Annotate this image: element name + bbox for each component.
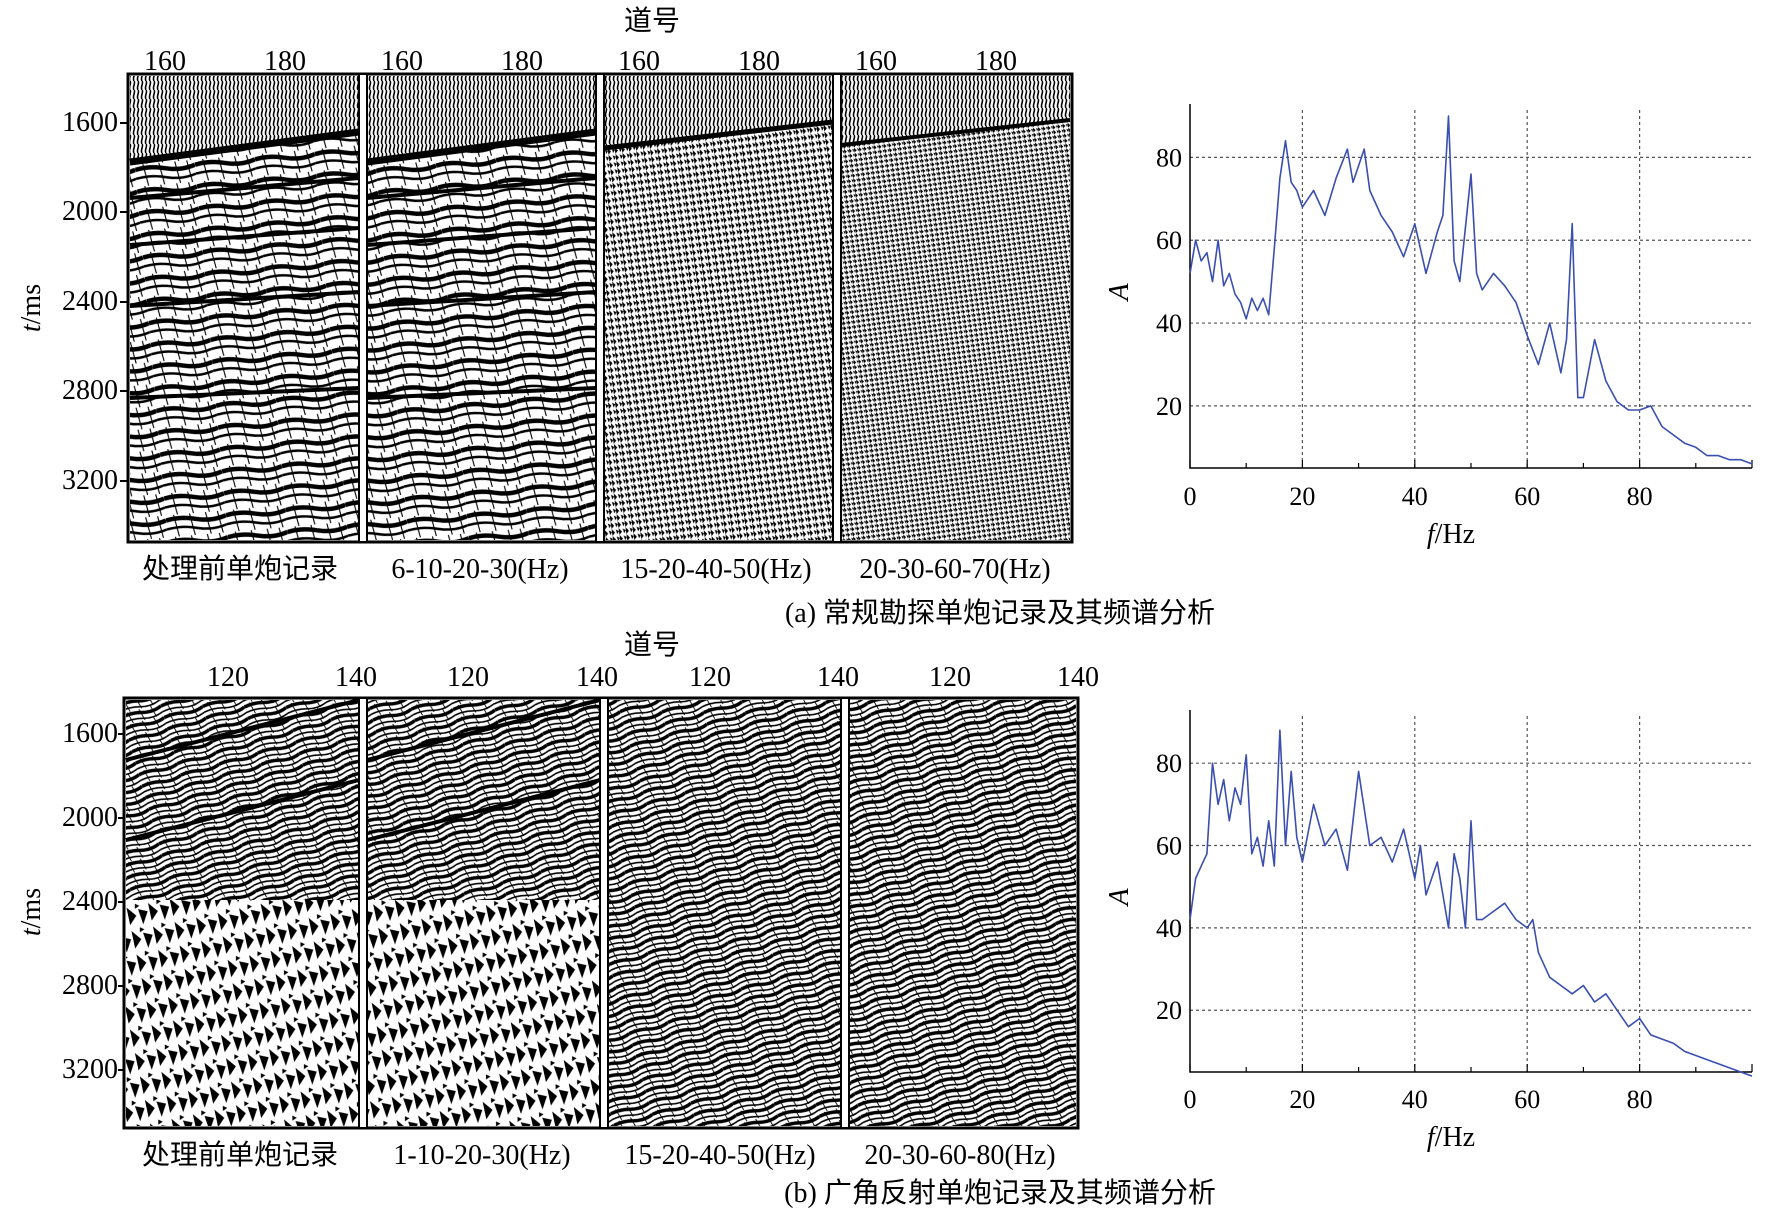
y-tick-label: 20 bbox=[1156, 996, 1182, 1025]
x-tick-label: 0 bbox=[1184, 482, 1197, 511]
y-tick-label: 80 bbox=[1156, 143, 1182, 172]
gather-a-filter-2 bbox=[603, 76, 834, 540]
gather-ytick: 1600 bbox=[62, 107, 118, 138]
y-tick-label: 60 bbox=[1156, 226, 1182, 255]
y-tick-label: 20 bbox=[1156, 392, 1182, 421]
gather-xtick: 140 bbox=[1057, 662, 1099, 693]
gather-ylabel-a: t/ms bbox=[16, 284, 47, 332]
panel-b-gathers bbox=[122, 696, 1080, 1130]
gather-xtick: 180 bbox=[975, 46, 1017, 77]
gather-a-filter-3 bbox=[840, 76, 1071, 540]
gather-sublabel: 6-10-20-30(Hz) bbox=[391, 554, 568, 585]
y-tick-label: 80 bbox=[1156, 749, 1182, 778]
gather-xtick: 180 bbox=[501, 46, 543, 77]
gather-ytick: 2000 bbox=[62, 802, 118, 833]
x-tick-label: 80 bbox=[1627, 482, 1653, 511]
gather-a-filter-1 bbox=[366, 76, 597, 540]
x-tick-label: 20 bbox=[1289, 482, 1315, 511]
gather-xtick: 140 bbox=[817, 662, 859, 693]
gather-a-raw bbox=[129, 76, 360, 540]
spectrum-series-line bbox=[1189, 115, 1753, 465]
caption-b: (b) 广角反射单炮记录及其频谱分析 bbox=[784, 1177, 1216, 1208]
gather-xtick: 160 bbox=[618, 46, 660, 77]
gather-b-filter-2 bbox=[608, 700, 841, 1126]
gather-ytick: 3200 bbox=[62, 465, 118, 496]
gather-sublabel: 处理前单炮记录 bbox=[142, 1139, 338, 1171]
gather-ytick: 2800 bbox=[62, 970, 118, 1001]
gather-ytick: 3200 bbox=[62, 1054, 118, 1085]
gather-xtick: 160 bbox=[381, 46, 423, 77]
gather-xtick: 120 bbox=[689, 662, 731, 693]
gather-ytick: 2800 bbox=[62, 375, 118, 406]
x-tick-label: 60 bbox=[1514, 482, 1540, 511]
spectrum-chart-b: 0 20 40 60 80 20 40 60 80 f/Hz A bbox=[1104, 710, 1753, 1153]
gather-xtick: 160 bbox=[144, 46, 186, 77]
gather-ytick: 2000 bbox=[62, 196, 118, 227]
y-tick-label: 60 bbox=[1156, 832, 1182, 861]
gather-xtick: 180 bbox=[738, 46, 780, 77]
panel-a-gathers bbox=[126, 72, 1074, 544]
axis-lines bbox=[1189, 710, 1752, 1073]
x-tick-label: 20 bbox=[1289, 1085, 1315, 1114]
gather-xlabel-b: 道号 bbox=[624, 629, 680, 661]
gather-sublabel: 15-20-40-50(Hz) bbox=[620, 554, 811, 585]
gather-xtick: 140 bbox=[335, 662, 377, 693]
gather-b-raw bbox=[125, 698, 360, 1126]
x-tick-label: 80 bbox=[1627, 1085, 1653, 1114]
gather-ylabel-b: t/ms bbox=[16, 888, 47, 936]
axis-lines bbox=[1189, 104, 1752, 469]
spectrum-series-line bbox=[1189, 729, 1753, 1077]
x-tick-label: 40 bbox=[1402, 1085, 1428, 1114]
caption-a: (a) 常规勘探单炮记录及其频谱分析 bbox=[785, 597, 1215, 629]
x-axis-label: f/Hz bbox=[1427, 519, 1475, 550]
gather-xtick: 120 bbox=[447, 662, 489, 693]
gather-xlabel-a: 道号 bbox=[624, 5, 680, 37]
gather-sublabel: 处理前单炮记录 bbox=[142, 553, 338, 585]
y-axis-label: A bbox=[1104, 283, 1135, 303]
gather-b-filter-1 bbox=[366, 698, 601, 1126]
x-tick-label: 60 bbox=[1514, 1085, 1540, 1114]
gather-ytick: 2400 bbox=[62, 886, 118, 917]
gather-xtick: 180 bbox=[264, 46, 306, 77]
spectrum-chart-a: 0 20 40 60 80 20 40 60 80 f/Hz A bbox=[1104, 104, 1753, 550]
y-tick-label: 40 bbox=[1156, 309, 1182, 338]
gather-b-filter-3 bbox=[849, 700, 1076, 1126]
gather-xtick: 120 bbox=[929, 662, 971, 693]
gather-xtick: 140 bbox=[576, 662, 618, 693]
gather-ytick: 1600 bbox=[62, 718, 118, 749]
gather-ytick: 2400 bbox=[62, 286, 118, 317]
gather-sublabel: 15-20-40-50(Hz) bbox=[624, 1140, 815, 1171]
gather-sublabel: 20-30-60-70(Hz) bbox=[859, 554, 1050, 585]
y-tick-label: 40 bbox=[1156, 914, 1182, 943]
gather-xtick: 160 bbox=[855, 46, 897, 77]
x-axis-label: f/Hz bbox=[1427, 1122, 1475, 1153]
y-axis-label: A bbox=[1104, 888, 1135, 908]
x-tick-label: 0 bbox=[1184, 1085, 1197, 1114]
gather-sublabel: 1-10-20-30(Hz) bbox=[393, 1140, 570, 1171]
gather-xtick: 120 bbox=[207, 662, 249, 693]
gather-sublabel: 20-30-60-80(Hz) bbox=[864, 1140, 1055, 1171]
x-tick-label: 40 bbox=[1402, 482, 1428, 511]
